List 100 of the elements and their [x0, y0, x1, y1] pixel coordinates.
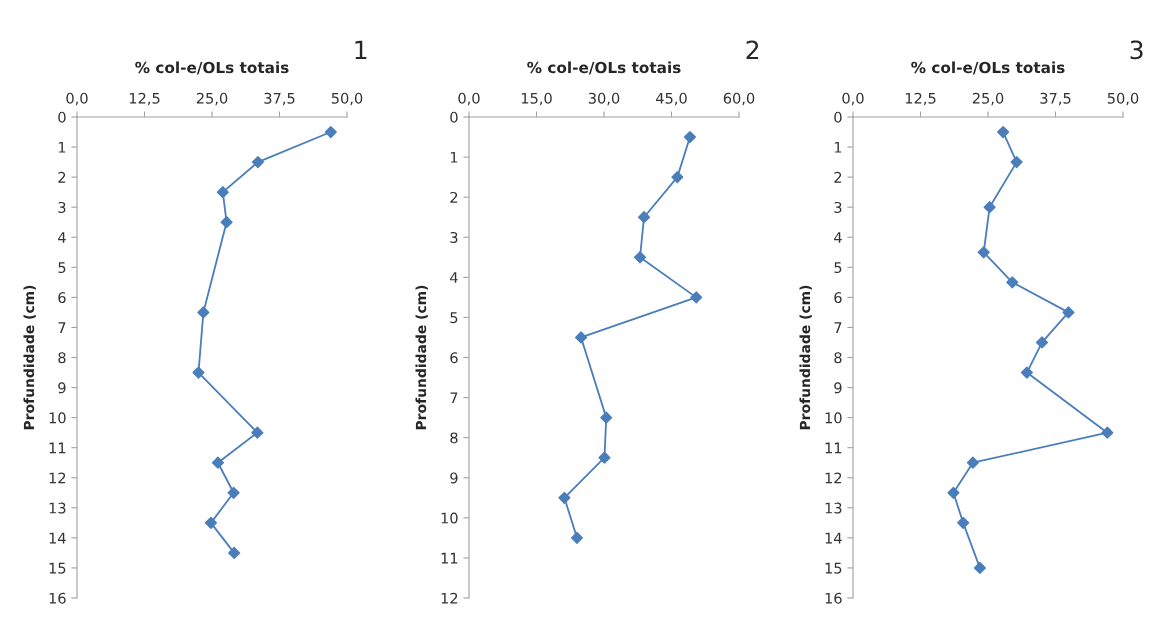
x-tick-label: 15,0	[521, 92, 552, 106]
y-tick-label: 11	[825, 442, 842, 454]
point	[227, 486, 240, 499]
y-tick-label: 5	[834, 262, 842, 274]
point	[957, 516, 970, 529]
x-tick-label: 0,0	[842, 92, 864, 106]
point	[1035, 336, 1049, 349]
x-tick-label: 12,5	[905, 92, 936, 106]
point	[1101, 426, 1114, 439]
point	[197, 306, 210, 319]
point	[671, 171, 684, 184]
y-tick-label: 0	[58, 111, 66, 123]
y-tick-label: 7	[450, 392, 458, 404]
text: 1	[355, 40, 367, 59]
y-tick-label: 8	[834, 352, 842, 364]
y-tick-label: 3	[58, 201, 66, 213]
y-tick-label: 2	[834, 171, 842, 183]
y-tick-label: 2	[58, 171, 66, 183]
point	[637, 211, 651, 224]
x-tick-label: 25,0	[972, 92, 1004, 106]
point	[228, 546, 241, 559]
x-tick-label: 0,0	[66, 92, 88, 106]
y-tick-label: 14	[49, 532, 66, 544]
point	[1006, 276, 1019, 289]
point	[997, 125, 1010, 139]
y-tick-label: 9	[450, 472, 458, 484]
y-tick-label: 4	[834, 232, 842, 243]
x-tick-label: 60,0	[723, 92, 755, 106]
y-tick-label: 7	[58, 322, 66, 333]
point	[192, 366, 205, 379]
point	[947, 486, 960, 499]
y-tick-label: 5	[450, 312, 458, 324]
point	[598, 451, 611, 464]
y-tick-label: 15	[49, 562, 66, 574]
point	[1020, 366, 1033, 379]
point	[220, 216, 233, 229]
y-tick-label: 11	[49, 442, 66, 454]
point	[690, 291, 703, 304]
y-tick-label: 4	[450, 272, 458, 283]
point	[1010, 156, 1023, 169]
y-tick-label: 12	[441, 592, 458, 604]
point	[683, 130, 697, 144]
point	[251, 426, 264, 439]
y-tick-label: 14	[825, 532, 842, 544]
point	[983, 201, 996, 214]
y-axis-title: Profundidade (cm)	[415, 285, 428, 430]
x-tick-label: 50,0	[1107, 92, 1139, 106]
point	[1062, 306, 1075, 319]
y-tick-label: 1	[450, 151, 458, 163]
point	[558, 491, 571, 504]
point	[204, 516, 217, 529]
y-tick-label: 13	[825, 502, 842, 514]
point	[251, 156, 264, 169]
y-tick-label: 6	[834, 292, 842, 304]
point	[211, 456, 225, 469]
point	[633, 251, 647, 264]
point	[216, 186, 229, 199]
y-tick-label: 6	[450, 352, 458, 364]
y-tick-label: 10	[49, 412, 66, 424]
y-axis-title: Profundidade (cm)	[799, 285, 812, 430]
x-tick-label: 0,0	[458, 92, 480, 106]
x-axis-title: % col-e/OLs totais	[135, 61, 289, 75]
x-tick-label: 45,0	[655, 92, 687, 106]
text: 3	[1130, 40, 1143, 60]
y-tick-label: 10	[441, 512, 458, 524]
y-tick-label: 10	[825, 412, 842, 424]
x-tick-label: 12,5	[129, 92, 160, 106]
y-tick-label: 4	[58, 232, 66, 243]
x-axis-title: % col-e/OLs totais	[527, 61, 681, 75]
point	[324, 125, 337, 139]
y-tick-label: 0	[834, 111, 842, 123]
x-tick-label: 50,0	[331, 92, 363, 106]
x-tick-label: 37,5	[264, 92, 295, 106]
y-tick-label: 3	[450, 231, 458, 243]
point	[574, 331, 588, 344]
y-tick-label: 15	[825, 562, 842, 574]
y-tick-label: 3	[834, 201, 842, 213]
point	[966, 456, 979, 469]
x-tick-label: 37,5	[1040, 92, 1071, 106]
point	[977, 246, 990, 259]
y-tick-label: 16	[49, 592, 66, 604]
x-tick-label: 30,0	[588, 92, 620, 106]
point	[600, 411, 613, 424]
y-tick-label: 11	[441, 552, 458, 564]
y-tick-label: 8	[58, 352, 66, 364]
point	[570, 531, 584, 544]
point	[973, 561, 986, 575]
y-tick-label: 9	[58, 382, 66, 394]
y-tick-label: 12	[825, 472, 842, 484]
text: 2	[746, 40, 759, 59]
y-tick-label: 8	[450, 432, 458, 444]
y-tick-label: 7	[834, 322, 842, 333]
y-tick-label: 0	[450, 111, 458, 123]
x-tick-label: 25,0	[196, 92, 228, 106]
y-axis-title: Profundidade (cm)	[23, 285, 36, 430]
y-tick-label: 6	[58, 292, 66, 304]
y-tick-label: 13	[49, 502, 66, 514]
y-tick-label: 12	[49, 472, 66, 484]
x-axis-title: % col-e/OLs totais	[911, 61, 1065, 75]
y-tick-label: 9	[834, 382, 842, 394]
